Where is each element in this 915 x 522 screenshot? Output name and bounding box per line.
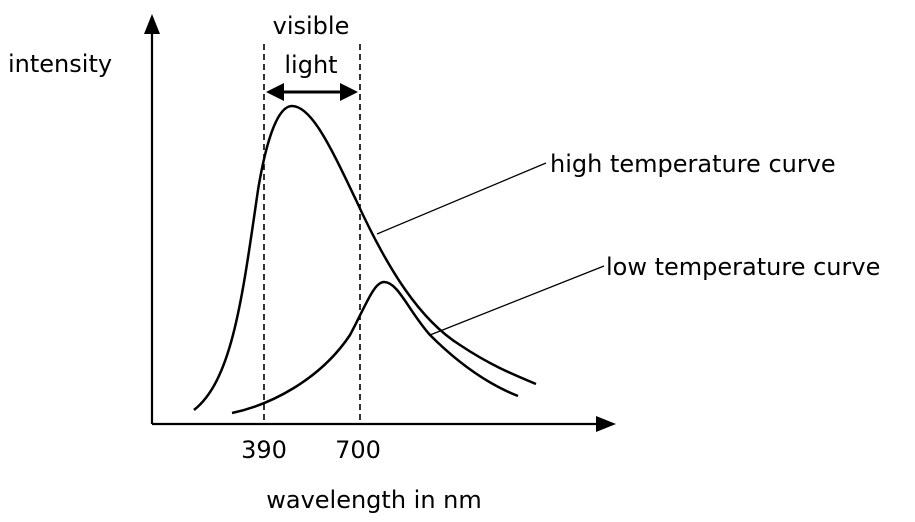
- low-temperature-curve: [231, 280, 519, 415]
- visible-band-arrow-right-icon: [340, 83, 358, 101]
- high-temperature-curve: [193, 104, 537, 411]
- x-tick-700: 700: [335, 436, 381, 464]
- x-axis-arrow-icon: [596, 416, 616, 432]
- visible-band-arrow-left-icon: [266, 83, 284, 101]
- y-axis-label: intensity: [8, 50, 112, 78]
- high-curve-leader-line: [376, 162, 547, 235]
- high-curve-label: high temperature curve: [550, 150, 836, 178]
- visible-band-label-line2: light: [284, 51, 337, 79]
- x-axis-label: wavelength in nm: [266, 486, 482, 514]
- low-curve-label: low temperature curve: [606, 253, 880, 281]
- y-axis-arrow-icon: [144, 14, 160, 34]
- x-tick-390: 390: [241, 436, 287, 464]
- visible-band-label-line1: visible: [273, 12, 350, 40]
- low-curve-leader-line: [429, 265, 605, 336]
